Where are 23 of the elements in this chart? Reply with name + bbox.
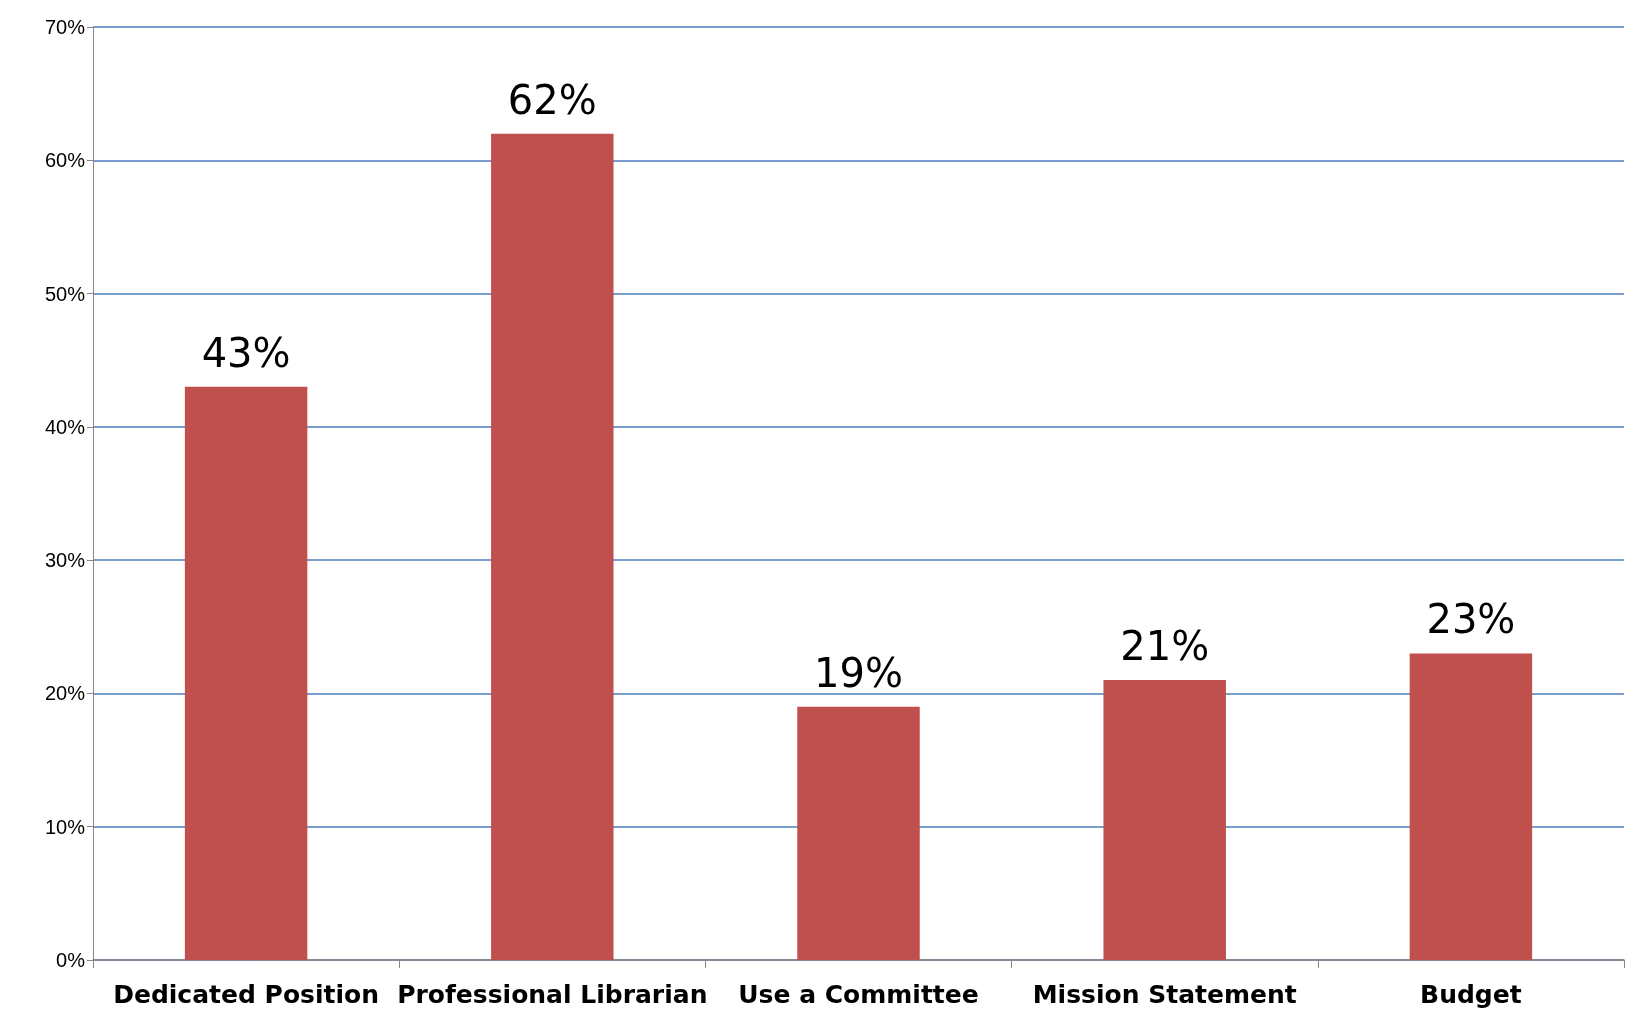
bar xyxy=(184,386,308,960)
data-label: 21% xyxy=(1120,623,1210,670)
y-tick-label: 0% xyxy=(56,949,86,971)
y-tick-label: 30% xyxy=(44,549,86,572)
data-label: 23% xyxy=(1426,596,1516,643)
y-tick-label: 40% xyxy=(44,415,86,438)
x-tick-label: Professional Librarian xyxy=(397,980,708,1009)
x-tick-label: Use a Committee xyxy=(738,980,979,1009)
x-tick-label: Budget xyxy=(1420,980,1522,1009)
data-label: 19% xyxy=(814,649,903,696)
bar xyxy=(1409,653,1533,960)
y-tick-label: 50% xyxy=(44,282,86,305)
y-tick-label: 10% xyxy=(44,815,86,838)
x-tick-label: Dedicated Position xyxy=(113,980,380,1009)
data-label: 43% xyxy=(201,329,291,376)
bar xyxy=(797,706,920,960)
bar xyxy=(491,133,614,960)
bar xyxy=(1103,680,1226,960)
y-tick-label: 60% xyxy=(44,149,86,172)
data-label: 62% xyxy=(507,76,597,123)
x-tick-label: Mission Statement xyxy=(1032,980,1297,1009)
y-tick-label: 70% xyxy=(44,16,86,38)
y-tick-label: 20% xyxy=(44,682,86,705)
